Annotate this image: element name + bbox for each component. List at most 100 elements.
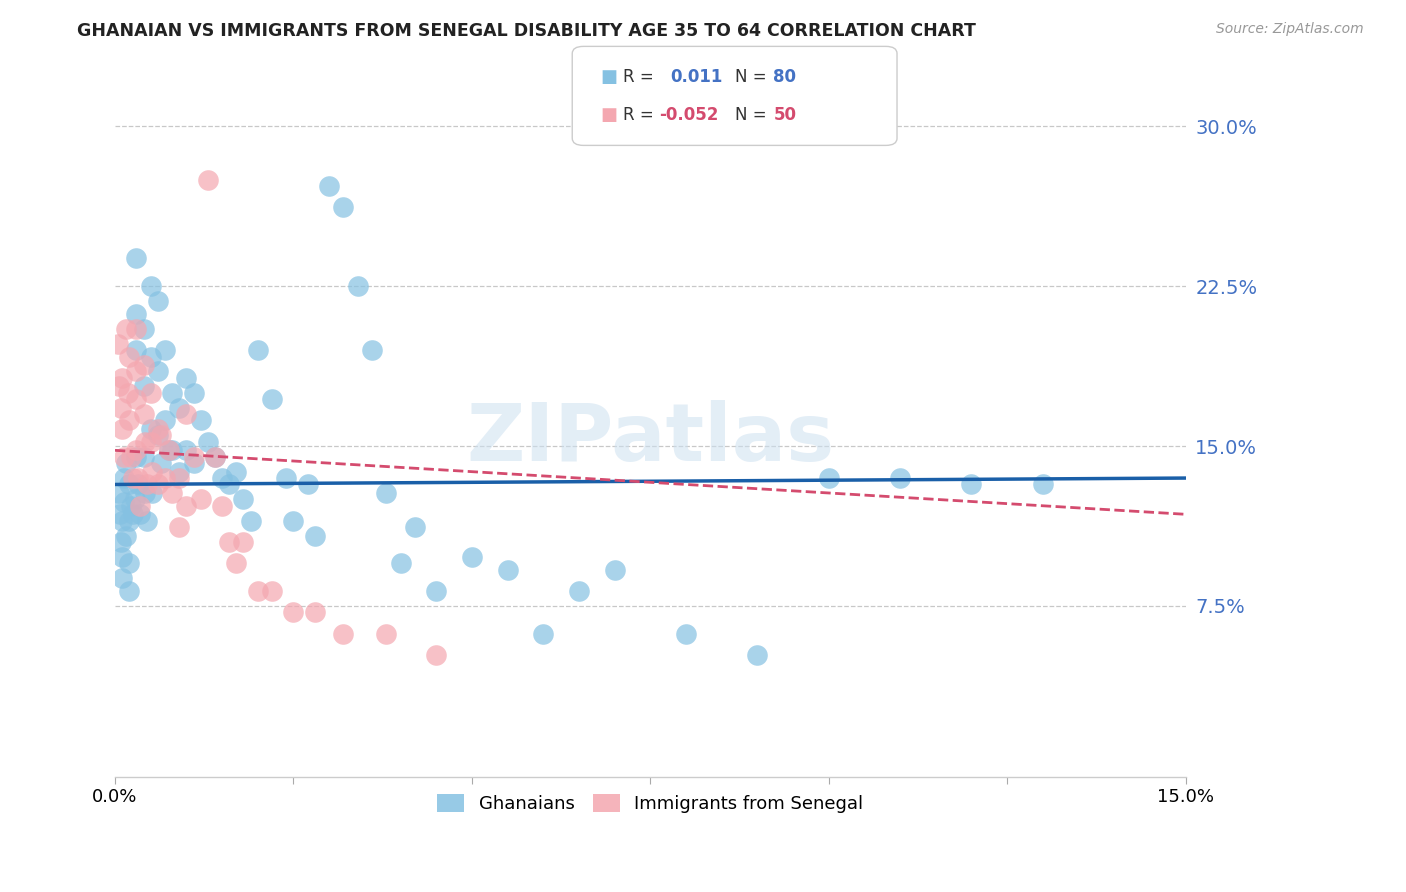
Point (204, 450, 226, 464)
Point (167, 465, 190, 479)
Point (125, 450, 148, 464)
Text: 50: 50 (773, 105, 796, 123)
Point (124, 492, 146, 507)
Text: ZIPatlas: ZIPatlas (467, 400, 834, 478)
Point (136, 477, 159, 491)
Point (112, 494, 135, 508)
Point (134, 486, 156, 500)
Point (120, 450, 142, 464)
Point (747, 648, 769, 662)
Point (211, 499, 233, 513)
Point (211, 471, 233, 485)
Point (239, 514, 262, 528)
Point (111, 371, 134, 385)
Point (112, 471, 135, 485)
Point (297, 477, 319, 491)
Point (146, 428, 169, 442)
Point (218, 477, 240, 491)
Text: 80: 80 (773, 69, 796, 87)
Point (425, 584, 447, 599)
Point (318, 178, 340, 193)
Point (160, 443, 183, 458)
Point (118, 557, 141, 571)
Point (232, 535, 254, 549)
Point (157, 443, 180, 458)
Text: ■: ■ (600, 69, 617, 87)
Point (129, 499, 152, 513)
Point (375, 486, 398, 500)
Point (167, 471, 190, 485)
Point (1032, 477, 1054, 491)
Point (114, 528, 136, 542)
Point (157, 443, 180, 458)
Point (197, 172, 219, 186)
Point (112, 450, 135, 464)
Text: N =: N = (735, 69, 766, 87)
Point (176, 407, 198, 421)
Point (232, 492, 254, 507)
Point (246, 584, 269, 599)
Point (125, 322, 148, 336)
Point (111, 514, 134, 528)
Point (183, 450, 205, 464)
Point (675, 626, 697, 640)
Point (108, 508, 131, 522)
Point (375, 626, 398, 640)
Point (114, 322, 136, 336)
Point (114, 456, 136, 470)
Point (129, 508, 152, 522)
Point (132, 407, 155, 421)
Point (246, 343, 269, 358)
Point (111, 549, 134, 564)
Text: N =: N = (735, 105, 766, 123)
Text: ■: ■ (600, 105, 617, 123)
Point (110, 401, 132, 415)
Point (117, 385, 139, 400)
Point (361, 343, 384, 358)
Point (332, 626, 354, 640)
Point (121, 471, 143, 485)
Point (260, 584, 283, 599)
Point (121, 508, 143, 522)
Point (176, 371, 198, 385)
Point (603, 563, 626, 577)
Point (132, 379, 155, 393)
Point (960, 477, 983, 491)
Text: R =: R = (623, 105, 654, 123)
Point (108, 379, 131, 393)
Point (150, 428, 173, 442)
Point (531, 626, 554, 640)
Point (461, 549, 484, 564)
Point (125, 343, 148, 358)
Point (496, 563, 519, 577)
Text: R =: R = (623, 69, 654, 87)
Point (283, 514, 305, 528)
Point (160, 486, 183, 500)
Point (150, 456, 173, 470)
Point (118, 413, 141, 427)
Point (139, 434, 162, 449)
Point (111, 422, 134, 436)
Point (332, 200, 354, 214)
Point (132, 450, 155, 464)
Point (125, 307, 148, 321)
Point (118, 350, 141, 364)
Point (204, 450, 226, 464)
Point (132, 358, 155, 372)
Point (167, 520, 190, 534)
Point (190, 492, 212, 507)
Point (176, 443, 198, 458)
Point (118, 514, 141, 528)
Point (125, 364, 148, 378)
Point (146, 364, 169, 378)
Point (283, 606, 305, 620)
Point (425, 648, 447, 662)
Point (136, 514, 159, 528)
Point (127, 471, 149, 485)
Point (146, 477, 169, 491)
Point (139, 422, 162, 436)
Text: GHANAIAN VS IMMIGRANTS FROM SENEGAL DISABILITY AGE 35 TO 64 CORRELATION CHART: GHANAIAN VS IMMIGRANTS FROM SENEGAL DISA… (77, 22, 976, 40)
Point (817, 471, 839, 485)
Point (120, 499, 142, 513)
Point (197, 434, 219, 449)
